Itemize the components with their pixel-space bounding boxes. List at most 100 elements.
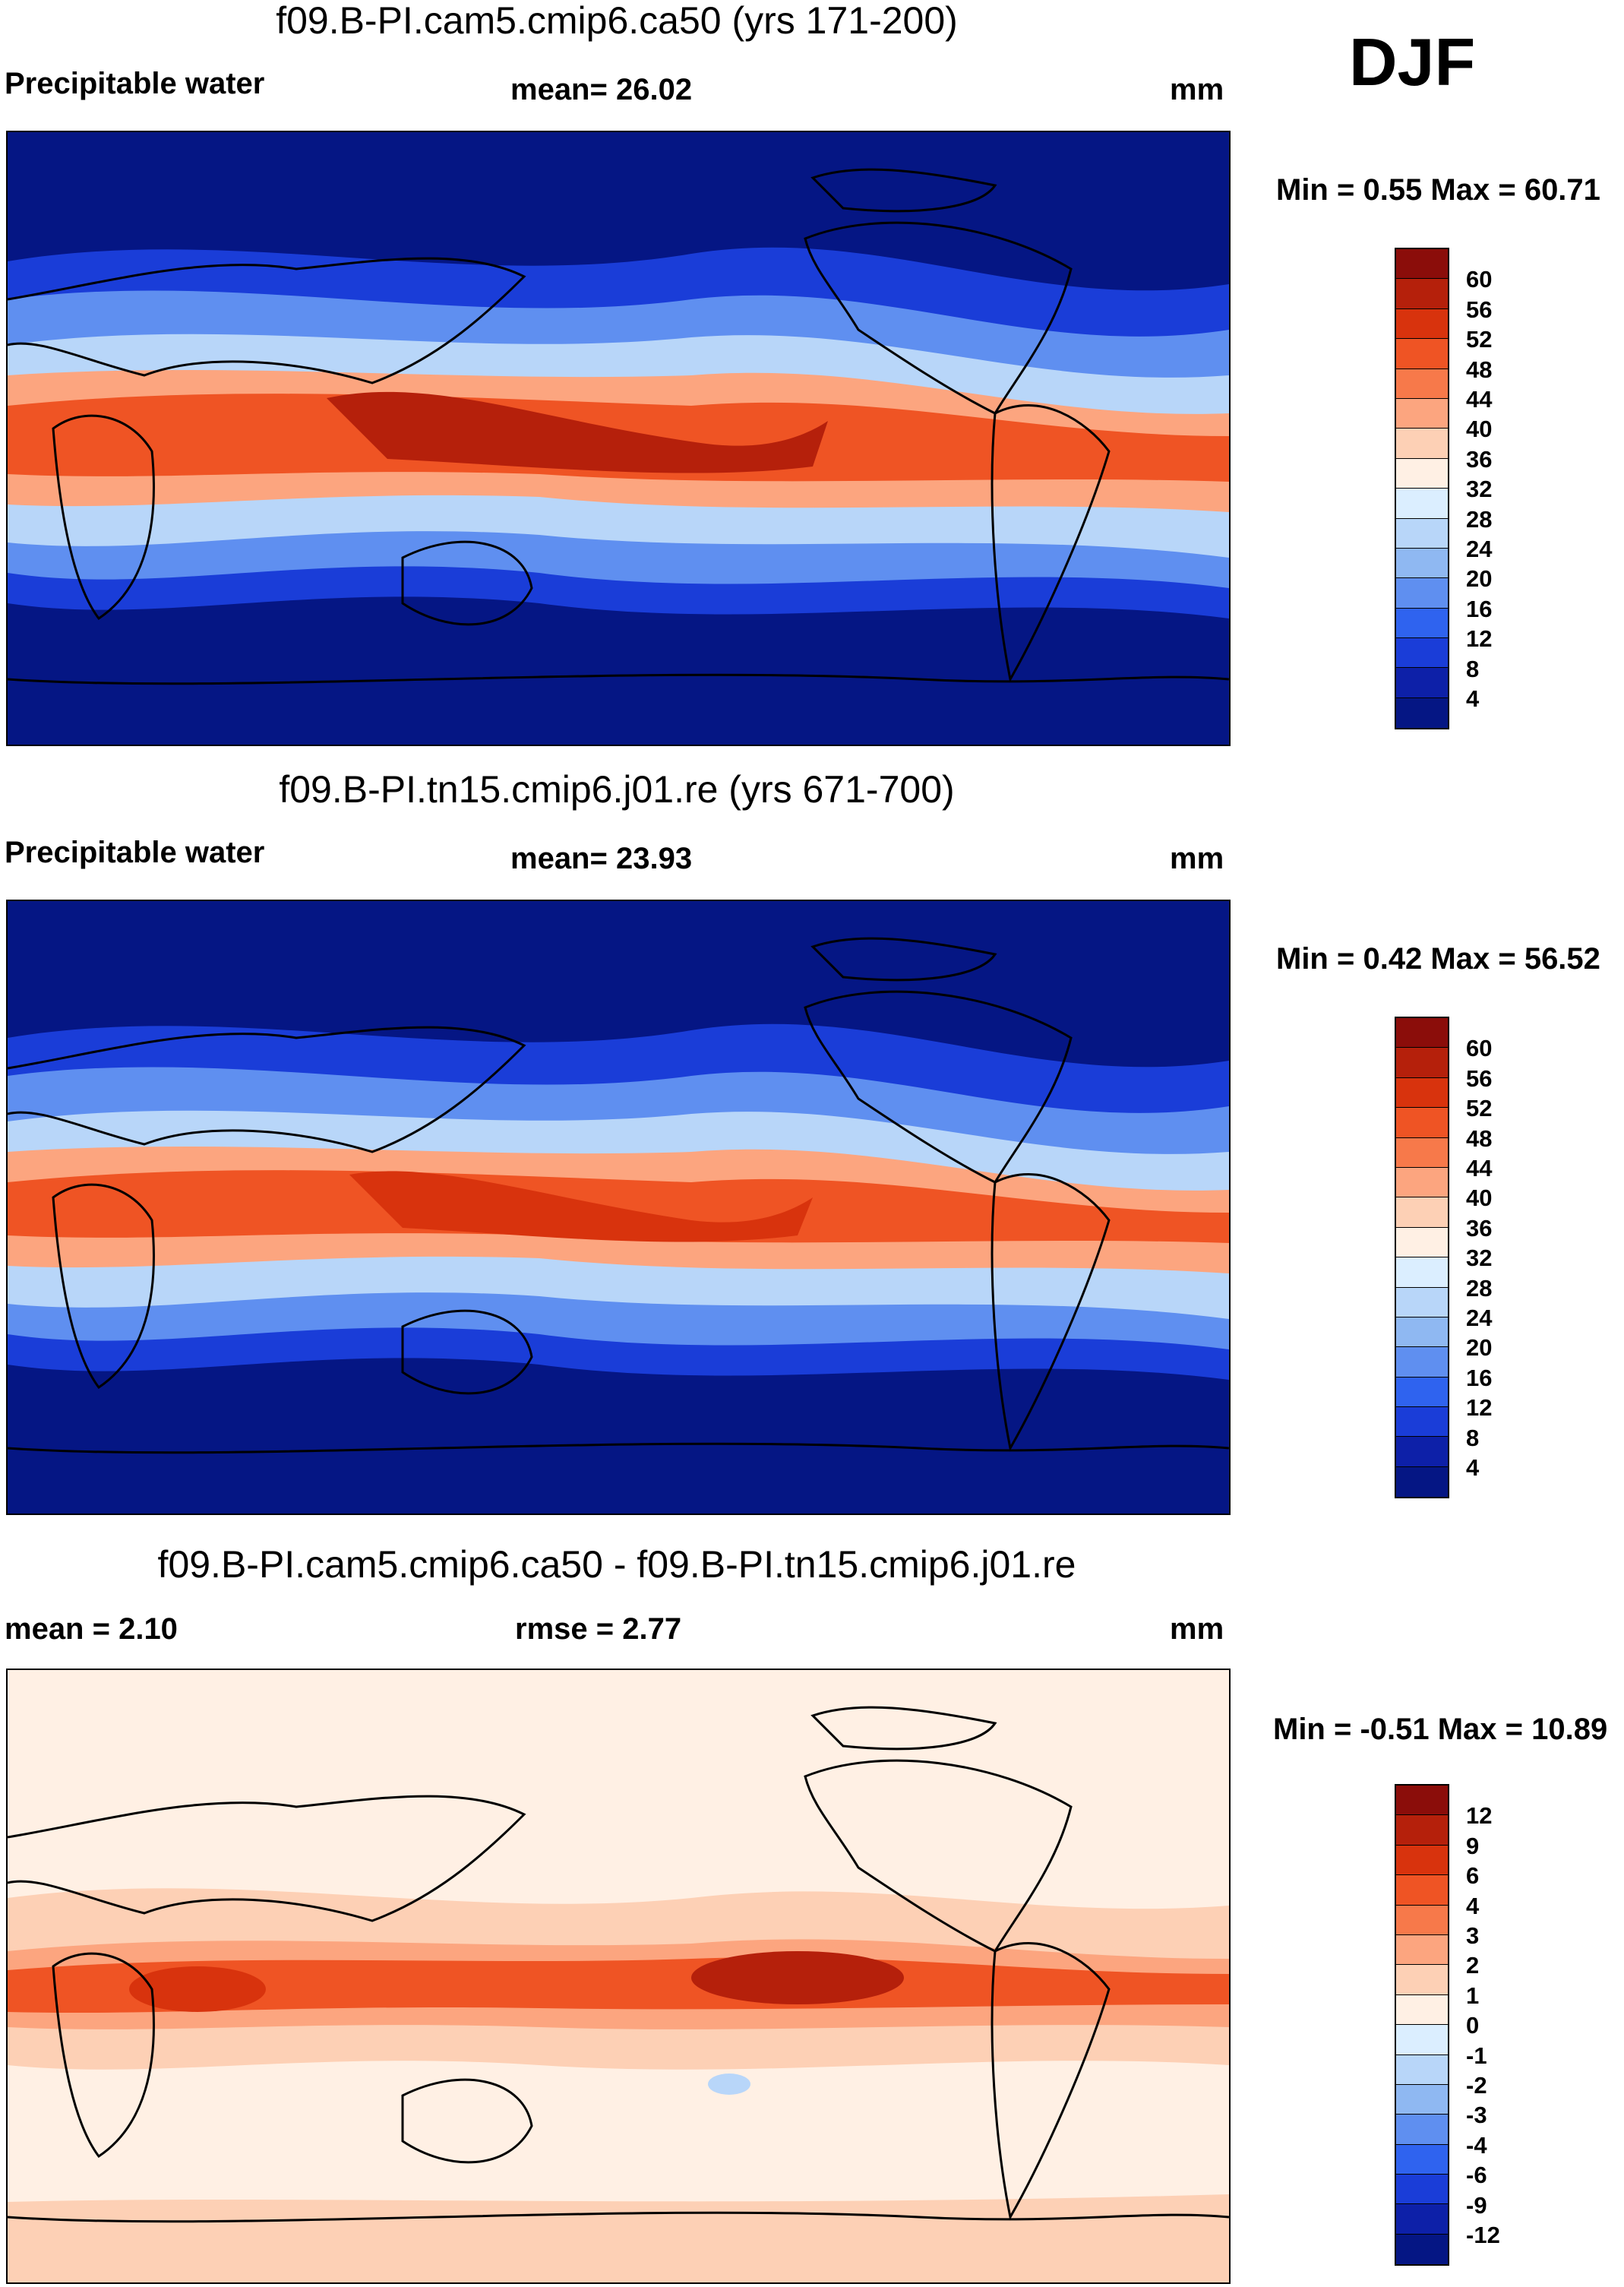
colorbar-tick-label: 1 xyxy=(1466,1982,1480,2009)
colorbar-segment xyxy=(1396,2055,1448,2085)
colorbar-segment xyxy=(1396,1167,1448,1198)
panel-3-map xyxy=(6,1669,1231,2284)
colorbar-tick-label: 2 xyxy=(1466,1952,1480,1979)
colorbar-segment xyxy=(1396,1905,1448,1935)
colorbar-tick-label: 56 xyxy=(1466,296,1493,323)
colorbar-tick-label: 9 xyxy=(1466,1832,1480,1859)
colorbar-tick-label: 24 xyxy=(1466,536,1493,562)
colorbar-tick-label: 48 xyxy=(1466,1125,1493,1152)
colorbar-segment xyxy=(1396,1994,1448,2026)
colorbar-segment xyxy=(1396,369,1448,399)
colorbar-tick-label: 28 xyxy=(1466,505,1493,533)
panel-2-minmax: Min = 0.42 Max = 56.52 xyxy=(1276,942,1600,976)
colorbar-segment xyxy=(1396,1377,1448,1408)
colorbar-tick-label: 40 xyxy=(1466,1185,1493,1212)
colorbar-tick-label: 40 xyxy=(1466,416,1493,443)
colorbar-segment xyxy=(1396,1347,1448,1378)
colorbar-tick-label: 12 xyxy=(1466,1802,1493,1830)
colorbar-tick-label: 6 xyxy=(1466,1862,1480,1890)
colorbar-segment xyxy=(1396,279,1448,309)
colorbar-segment xyxy=(1396,697,1448,729)
season-label: DJF xyxy=(1349,24,1476,100)
panel-1-mean-label: mean= 26.02 xyxy=(510,73,693,106)
panel-2-title: f09.B-PI.tn15.cmip6.j01.re (yrs 671-700) xyxy=(279,768,955,811)
panel-1-title: f09.B-PI.cam5.cmip6.ca50 (yrs 171-200) xyxy=(276,0,958,42)
panel-1-map xyxy=(6,131,1231,746)
colorbar-segment xyxy=(1396,249,1448,280)
colorbar-segment xyxy=(1396,1965,1448,1995)
colorbar-segment xyxy=(1396,668,1448,698)
colorbar-tick-label: 0 xyxy=(1466,2012,1480,2039)
panel-3-units-label: mm xyxy=(1170,1612,1224,1646)
panel-3-title: f09.B-PI.cam5.cmip6.ca50 - f09.B-PI.tn15… xyxy=(157,1543,1076,1586)
panel-1-colorbar xyxy=(1395,248,1449,730)
colorbar-segment xyxy=(1396,608,1448,639)
panel-1-map-svg xyxy=(8,132,1229,745)
colorbar-segment xyxy=(1396,578,1448,609)
panel-3-colorbar xyxy=(1395,1784,1449,2266)
colorbar-tick-label: 4 xyxy=(1466,1892,1480,1919)
colorbar-segment xyxy=(1396,1845,1448,1876)
colorbar-tick-label: 12 xyxy=(1466,625,1493,653)
colorbar-tick-label: 3 xyxy=(1466,1922,1480,1949)
panel-2-colorbar xyxy=(1395,1017,1449,1499)
colorbar-segment xyxy=(1396,548,1448,579)
panel-3-minmax: Min = -0.51 Max = 10.89 xyxy=(1273,1713,1608,1746)
colorbar-segment xyxy=(1396,2175,1448,2205)
colorbar-segment xyxy=(1396,1934,1448,1966)
colorbar-segment xyxy=(1396,2204,1448,2235)
colorbar-segment xyxy=(1396,1108,1448,1138)
colorbar-tick-label: 4 xyxy=(1466,1454,1480,1481)
colorbar-segment xyxy=(1396,458,1448,489)
colorbar-tick-label: 28 xyxy=(1466,1274,1493,1302)
colorbar-tick-label: 16 xyxy=(1466,1364,1493,1391)
colorbar-tick-label: 52 xyxy=(1466,326,1493,353)
colorbar-segment xyxy=(1396,2084,1448,2115)
colorbar-tick-label: 60 xyxy=(1466,1035,1493,1062)
colorbar-tick-label: 44 xyxy=(1466,386,1493,413)
colorbar-tick-label: 12 xyxy=(1466,1394,1493,1422)
colorbar-tick-label: 4 xyxy=(1466,685,1480,712)
colorbar-tick-label: 20 xyxy=(1466,565,1493,593)
colorbar-segment xyxy=(1396,1257,1448,1288)
panel-2-map xyxy=(6,900,1231,1515)
panel-2-map-svg xyxy=(8,901,1229,1514)
colorbar-segment xyxy=(1396,1317,1448,1348)
colorbar-segment xyxy=(1396,2144,1448,2175)
colorbar-segment xyxy=(1396,339,1448,369)
colorbar-segment xyxy=(1396,1437,1448,1467)
colorbar-tick-label: 32 xyxy=(1466,476,1493,503)
colorbar-segment xyxy=(1396,308,1448,340)
panel-1-minmax: Min = 0.55 Max = 60.71 xyxy=(1276,173,1600,207)
colorbar-tick-label: 52 xyxy=(1466,1095,1493,1122)
colorbar-tick-label: -4 xyxy=(1466,2131,1487,2159)
colorbar-tick-label: -2 xyxy=(1466,2072,1487,2099)
colorbar-tick-label: 60 xyxy=(1466,266,1493,293)
colorbar-segment xyxy=(1396,489,1448,519)
colorbar-segment xyxy=(1396,1875,1448,1906)
colorbar-segment xyxy=(1396,2115,1448,2145)
colorbar-segment xyxy=(1396,2234,1448,2265)
colorbar-segment xyxy=(1396,1077,1448,1109)
colorbar-segment xyxy=(1396,1786,1448,1816)
colorbar-tick-label: -6 xyxy=(1466,2162,1487,2189)
panel-2-mean-label: mean= 23.93 xyxy=(510,842,693,875)
colorbar-tick-label: 8 xyxy=(1466,1424,1480,1451)
colorbar-segment xyxy=(1396,1287,1448,1317)
colorbar-segment xyxy=(1396,1407,1448,1438)
colorbar-segment xyxy=(1396,518,1448,549)
colorbar-segment xyxy=(1396,1048,1448,1078)
colorbar-segment xyxy=(1396,2025,1448,2055)
panel-3-map-svg xyxy=(8,1670,1229,2282)
colorbar-segment xyxy=(1396,1197,1448,1228)
colorbar-segment xyxy=(1396,1466,1448,1498)
colorbar-segment xyxy=(1396,1137,1448,1168)
colorbar-tick-label: -12 xyxy=(1466,2222,1500,2248)
panel-2-units-label: mm xyxy=(1170,842,1224,875)
colorbar-tick-label: -3 xyxy=(1466,2102,1487,2129)
panel-2-variable-label: Precipitable water xyxy=(5,836,265,869)
colorbar-tick-label: -1 xyxy=(1466,2042,1487,2069)
colorbar-tick-label: 36 xyxy=(1466,1214,1493,1242)
colorbar-segment xyxy=(1396,638,1448,669)
colorbar-segment xyxy=(1396,1227,1448,1258)
